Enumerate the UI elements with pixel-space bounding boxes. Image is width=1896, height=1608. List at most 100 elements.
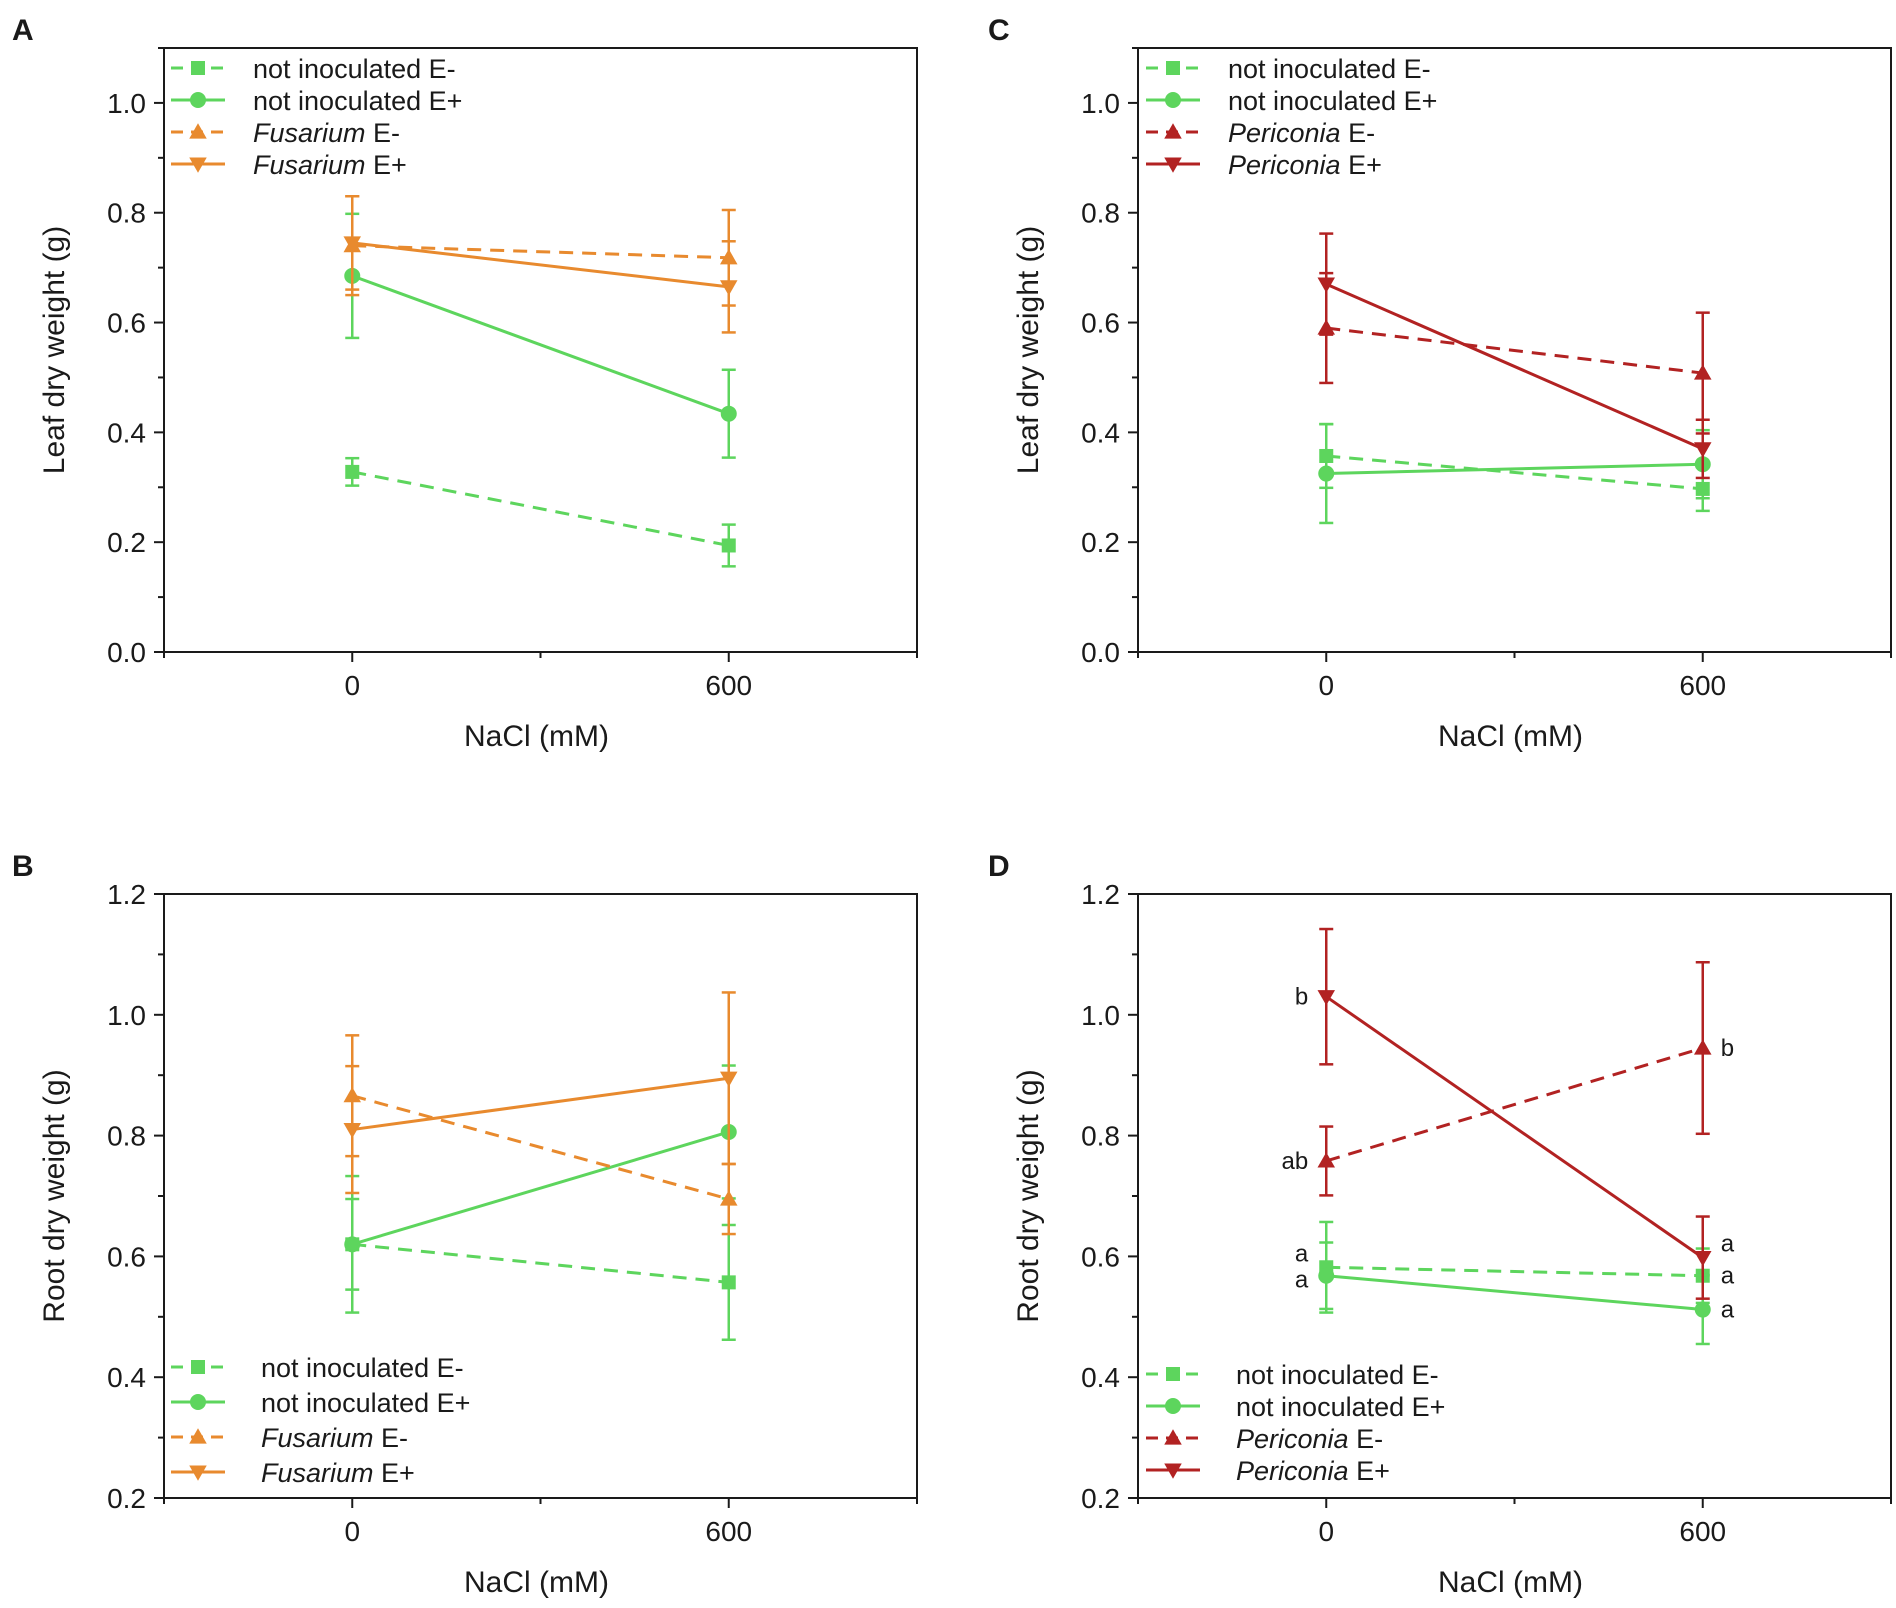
data-point [1694, 442, 1712, 458]
legend-entry: not inoculated E- [171, 54, 456, 84]
legend: not inoculated E-not inoculated E+Fusari… [171, 1353, 470, 1488]
legend-marker [1164, 123, 1182, 139]
legend-entry: not inoculated E- [171, 1353, 464, 1383]
significance-label: a [1721, 1231, 1735, 1258]
data-point [345, 464, 360, 479]
x-axis-label: NaCl (mM) [464, 1566, 609, 1599]
series-line [351, 1130, 730, 1246]
significance-label: a [1721, 1297, 1735, 1324]
legend: not inoculated E-not inoculated E+Perico… [1146, 1360, 1445, 1486]
data-point [1694, 1039, 1712, 1055]
legend-entry: Periconia E- [1146, 118, 1375, 148]
x-tick-label: 0 [344, 1516, 360, 1547]
series-not-inoculated-e- [344, 1064, 737, 1314]
series-periconia-e-: ab b [1282, 961, 1734, 1197]
y-axis-label: Leaf dry weight (g) [1012, 226, 1045, 474]
chart-panel-a: A 0.0 0.2 0.4 0.6 0.8 1.0 0 600 NaCl (mM) Leaf dry… [12, 14, 918, 753]
series-line [352, 1076, 729, 1132]
y-tick-label: 0.4 [107, 1362, 146, 1393]
significance-label: a [1295, 1267, 1309, 1294]
data-point [1317, 1152, 1335, 1168]
x-axis-label: NaCl (mM) [464, 720, 609, 753]
series-line [1325, 1046, 1704, 1163]
data-point [343, 236, 361, 252]
legend-marker [190, 1394, 206, 1410]
series-line [352, 1242, 729, 1284]
y-tick-label: 0.0 [107, 637, 146, 668]
legend-label: Fusarium E- [261, 1423, 408, 1453]
series-line [1325, 995, 1704, 1259]
legend-label: Periconia E- [1228, 118, 1375, 148]
y-tick-label: 0.8 [1081, 198, 1120, 229]
legend-label: not inoculated E- [261, 1353, 464, 1383]
legend-label: Periconia E+ [1236, 1456, 1390, 1486]
series-not-inoculated-e- [345, 456, 736, 568]
panel-letter: B [12, 850, 34, 883]
significance-label: a [1721, 1263, 1735, 1290]
legend-label: not inoculated E+ [1228, 86, 1437, 116]
y-axis-label: Leaf dry weight (g) [38, 226, 71, 474]
legend-entry: Periconia E+ [1146, 1456, 1390, 1486]
legend-entry: not inoculated E- [1146, 54, 1431, 84]
legend-label: not inoculated E- [1228, 54, 1431, 84]
legend: not inoculated E-not inoculated E+Perico… [1146, 54, 1437, 180]
x-axis-label: NaCl (mM) [1438, 720, 1583, 753]
series-line [1325, 282, 1704, 451]
legend-entry: Fusarium E+ [171, 150, 407, 180]
x-tick-label: 0 [1318, 1516, 1334, 1547]
series-not-inoculated-e-: aa [1295, 1241, 1735, 1346]
y-tick-label: 0.2 [107, 527, 146, 558]
y-tick-label: 0.6 [1081, 1241, 1120, 1272]
legend-marker [1164, 157, 1182, 173]
y-tick-label: 0.6 [1081, 308, 1120, 339]
data-point [720, 280, 738, 296]
legend-marker [1164, 1429, 1182, 1445]
significance-label: b [1295, 984, 1308, 1011]
legend-entry: Periconia E+ [1146, 150, 1382, 180]
legend-marker [1166, 1367, 1180, 1381]
y-tick-label: 0.4 [1081, 1362, 1120, 1393]
y-tick-label: 0.2 [107, 1483, 146, 1514]
legend-label: Periconia E- [1236, 1424, 1383, 1454]
y-tick-label: 0.0 [1081, 637, 1120, 668]
legend-label: not inoculated E- [253, 54, 456, 84]
series-periconia-e- [1317, 271, 1712, 435]
x-tick-label: 600 [1679, 1516, 1726, 1547]
legend-marker [191, 61, 205, 75]
data-point [721, 1275, 736, 1290]
legend-marker [189, 1465, 207, 1481]
legend: not inoculated E-not inoculated E+Fusari… [171, 54, 462, 180]
panel-letter: C [988, 14, 1010, 47]
x-axis-label: NaCl (mM) [1438, 1566, 1583, 1599]
y-tick-label: 1.0 [107, 1000, 146, 1031]
data-point [343, 1122, 361, 1139]
data-point [720, 1190, 738, 1206]
legend-entry: Fusarium E- [171, 118, 400, 148]
legend-label: Periconia E+ [1228, 150, 1382, 180]
series-periconia-e-: ba [1295, 927, 1735, 1300]
significance-label: a [1295, 1240, 1309, 1267]
y-tick-label: 1.0 [107, 88, 146, 119]
legend-entry: not inoculated E+ [1146, 86, 1437, 116]
series-periconia-e- [1317, 232, 1712, 480]
chart-panel-b: B 0.2 0.4 0.6 0.8 1.0 1.2 0 600 NaCl (mM) Root dry… [12, 850, 918, 1599]
series-line [351, 470, 730, 547]
y-tick-label: 0.8 [107, 198, 146, 229]
significance-label: ab [1282, 1148, 1309, 1175]
legend-entry: Fusarium E+ [171, 1458, 415, 1488]
legend-entry: Fusarium E- [171, 1423, 408, 1453]
significance-label: b [1721, 1035, 1734, 1062]
series-line [1326, 462, 1703, 476]
legend-marker [1166, 61, 1180, 75]
data-point [1317, 277, 1335, 293]
chart-panel-c: C 0.0 0.2 0.4 0.6 0.8 1.0 0 600 NaCl (mM) Leaf dry… [988, 14, 1892, 753]
y-tick-label: 1.0 [1081, 1000, 1120, 1031]
y-tick-label: 1.0 [1081, 88, 1120, 119]
series-line [1326, 326, 1703, 375]
legend-label: not inoculated E+ [253, 86, 462, 116]
data-point [1317, 990, 1335, 1006]
x-tick-label: 600 [1679, 670, 1726, 701]
series-line [351, 274, 730, 416]
data-point [1318, 465, 1335, 482]
